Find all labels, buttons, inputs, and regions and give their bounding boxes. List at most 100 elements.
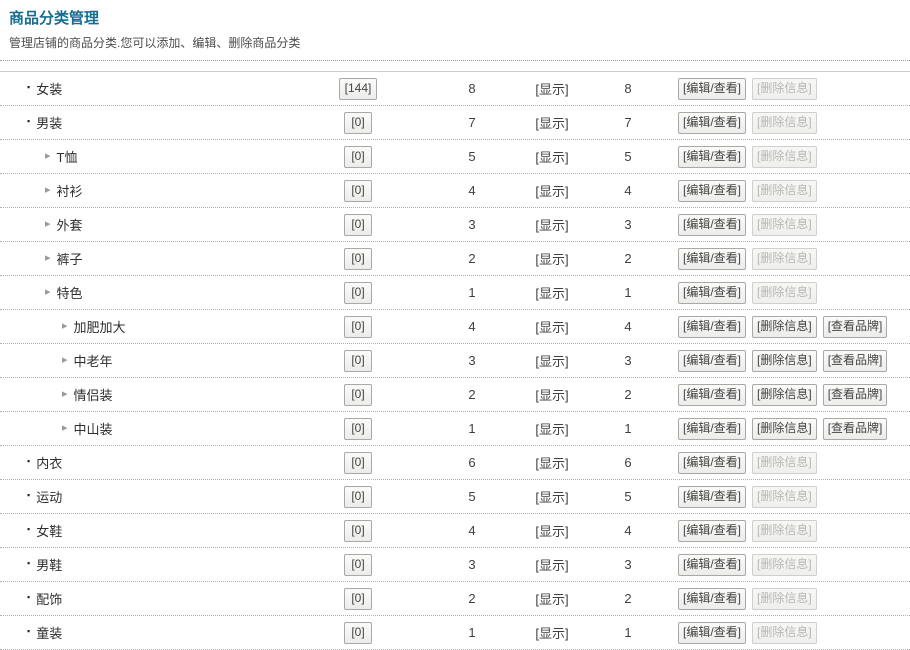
actions-cell: [编辑/查看] [删除信息] [查看品牌] (670, 213, 910, 236)
goods-count: 7 (468, 115, 476, 130)
show-link[interactable]: [显示] (535, 592, 569, 607)
show-link[interactable]: [显示] (535, 150, 569, 165)
count-button[interactable]: [0] (344, 281, 372, 304)
count-button[interactable]: [0] (344, 247, 372, 270)
count-button[interactable]: [0] (344, 485, 372, 508)
square-bullet-icon: ▪ (27, 116, 31, 126)
show-link[interactable]: [显示] (535, 82, 569, 97)
table-row: ▪ 配饰 [0] 2 [显示] 2 [编辑/查看] [删除信息] [查看品牌] (0, 582, 910, 616)
show-link[interactable]: [显示] (535, 558, 569, 573)
show-link[interactable]: [显示] (535, 490, 569, 505)
show-cell: [显示] (518, 385, 586, 404)
edit-view-button[interactable]: [编辑/查看] (678, 77, 747, 100)
edit-view-button[interactable]: [编辑/查看] (678, 247, 747, 270)
show-cell: [显示] (518, 147, 586, 166)
category-name-cell: ▸ 加肥加大 (0, 317, 290, 336)
edit-view-button[interactable]: [编辑/查看] (678, 485, 747, 508)
edit-view-button[interactable]: [编辑/查看] (678, 213, 747, 236)
count-button[interactable]: [0] (344, 621, 372, 644)
arrow-icon: ▸ (62, 388, 68, 400)
category-name: 内衣 (36, 456, 63, 471)
sort-value: 3 (624, 353, 632, 368)
view-brand-button[interactable]: [查看品牌] (822, 417, 888, 440)
show-link[interactable]: [显示] (535, 626, 569, 641)
delete-button: [删除信息] (752, 213, 817, 236)
goods-count: 4 (468, 523, 476, 538)
edit-view-button[interactable]: [编辑/查看] (678, 587, 747, 610)
edit-view-button[interactable]: [编辑/查看] (678, 519, 747, 542)
count-button[interactable]: [0] (344, 519, 372, 542)
sort-value: 1 (624, 625, 632, 640)
edit-view-button[interactable]: [编辑/查看] (678, 145, 747, 168)
table-row: ▪ 男鞋 [0] 3 [显示] 3 [编辑/查看] [删除信息] [查看品牌] (0, 548, 910, 582)
delete-button: [删除信息] (752, 485, 817, 508)
sort-value: 3 (624, 217, 632, 232)
view-brand-button[interactable]: [查看品牌] (822, 383, 888, 406)
count-button[interactable]: [0] (344, 553, 372, 576)
count-button[interactable]: [144] (338, 77, 378, 100)
show-link[interactable]: [显示] (535, 252, 569, 267)
show-link[interactable]: [显示] (535, 116, 569, 131)
show-link[interactable]: [显示] (535, 388, 569, 403)
edit-view-button[interactable]: [编辑/查看] (678, 179, 747, 202)
table-row: ▸ 外套 [0] 3 [显示] 3 [编辑/查看] [删除信息] [查看品牌] (0, 208, 910, 242)
show-link[interactable]: [显示] (535, 184, 569, 199)
delete-button[interactable]: [删除信息] (752, 349, 817, 372)
show-link[interactable]: [显示] (535, 320, 569, 335)
view-brand-button[interactable]: [查看品牌] (822, 349, 888, 372)
edit-view-button[interactable]: [编辑/查看] (678, 621, 747, 644)
category-name-cell: ▪ 女鞋 (0, 521, 290, 540)
delete-button[interactable]: [删除信息] (752, 417, 817, 440)
edit-view-button[interactable]: [编辑/查看] (678, 417, 747, 440)
delete-button: [删除信息] (752, 519, 817, 542)
count-cell: [0] (290, 247, 426, 270)
sort-value: 2 (624, 591, 632, 606)
sort-value: 4 (624, 319, 632, 334)
goods-count: 5 (468, 489, 476, 504)
show-link[interactable]: [显示] (535, 286, 569, 301)
count-button[interactable]: [0] (344, 587, 372, 610)
actions-cell: [编辑/查看] [删除信息] [查看品牌] (670, 315, 910, 338)
actions-cell: [编辑/查看] [删除信息] [查看品牌] (670, 451, 910, 474)
show-link[interactable]: [显示] (535, 524, 569, 539)
show-link[interactable]: [显示] (535, 354, 569, 369)
count-button[interactable]: [0] (344, 179, 372, 202)
edit-view-button[interactable]: [编辑/查看] (678, 383, 747, 406)
delete-button[interactable]: [删除信息] (752, 315, 817, 338)
show-link[interactable]: [显示] (535, 218, 569, 233)
delete-button[interactable]: [删除信息] (752, 383, 817, 406)
arrow-icon: ▸ (45, 286, 51, 298)
count-button[interactable]: [0] (344, 383, 372, 406)
delete-button: [删除信息] (752, 281, 817, 304)
count-button[interactable]: [0] (344, 315, 372, 338)
edit-view-button[interactable]: [编辑/查看] (678, 111, 747, 134)
square-bullet-icon: ▪ (27, 558, 31, 568)
count-button[interactable]: [0] (344, 213, 372, 236)
edit-view-button[interactable]: [编辑/查看] (678, 315, 747, 338)
show-cell: [显示] (518, 555, 586, 574)
category-name-cell: ▸ 情侣装 (0, 385, 290, 404)
show-cell: [显示] (518, 623, 586, 642)
edit-view-button[interactable]: [编辑/查看] (678, 451, 747, 474)
category-name: 加肥加大 (73, 320, 126, 335)
show-link[interactable]: [显示] (535, 422, 569, 437)
category-name-cell: ▪ 男装 (0, 113, 290, 132)
sort-value: 6 (624, 455, 632, 470)
square-bullet-icon: ▪ (27, 456, 31, 466)
category-name: T恤 (56, 150, 78, 165)
count-button[interactable]: [0] (344, 111, 372, 134)
show-link[interactable]: [显示] (535, 456, 569, 471)
edit-view-button[interactable]: [编辑/查看] (678, 281, 747, 304)
category-name: 男鞋 (36, 558, 63, 573)
count-button[interactable]: [0] (344, 417, 372, 440)
delete-button: [删除信息] (752, 179, 817, 202)
edit-view-button[interactable]: [编辑/查看] (678, 553, 747, 576)
category-name-cell: ▸ 衬衫 (0, 181, 290, 200)
count-button[interactable]: [0] (344, 349, 372, 372)
sort-value: 2 (624, 251, 632, 266)
view-brand-button[interactable]: [查看品牌] (822, 315, 888, 338)
count-button[interactable]: [0] (344, 145, 372, 168)
goods-count: 8 (468, 81, 476, 96)
edit-view-button[interactable]: [编辑/查看] (678, 349, 747, 372)
count-button[interactable]: [0] (344, 451, 372, 474)
